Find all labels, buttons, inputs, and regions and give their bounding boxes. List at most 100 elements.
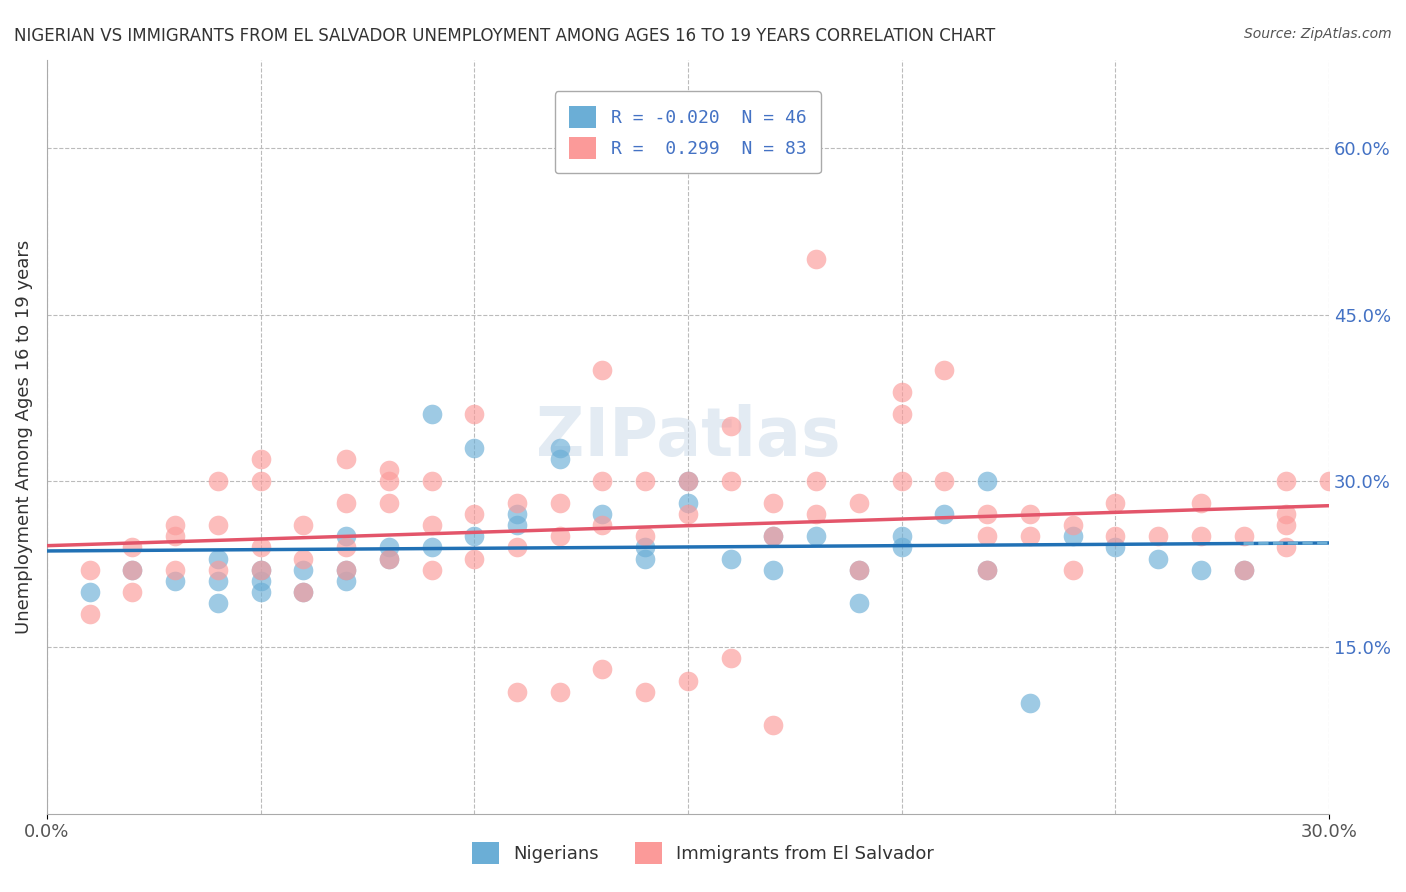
Point bbox=[207, 574, 229, 588]
Point bbox=[1317, 474, 1340, 488]
Point bbox=[165, 574, 187, 588]
Legend: R = -0.020  N = 46, R =  0.299  N = 83: R = -0.020 N = 46, R = 0.299 N = 83 bbox=[555, 91, 821, 173]
Point bbox=[1189, 496, 1212, 510]
Point bbox=[1062, 529, 1084, 543]
Legend: Nigerians, Immigrants from El Salvador: Nigerians, Immigrants from El Salvador bbox=[457, 828, 949, 879]
Point bbox=[165, 529, 187, 543]
Point bbox=[592, 363, 614, 377]
Point bbox=[1147, 551, 1170, 566]
Point bbox=[1018, 696, 1040, 710]
Point bbox=[1275, 474, 1298, 488]
Point bbox=[720, 418, 742, 433]
Point bbox=[634, 474, 657, 488]
Point bbox=[1147, 529, 1170, 543]
Point bbox=[249, 563, 271, 577]
Point bbox=[848, 563, 870, 577]
Point bbox=[207, 563, 229, 577]
Point bbox=[165, 563, 187, 577]
Point bbox=[976, 563, 998, 577]
Point bbox=[1275, 541, 1298, 555]
Point bbox=[720, 651, 742, 665]
Point bbox=[1062, 563, 1084, 577]
Point bbox=[890, 385, 912, 400]
Point bbox=[976, 529, 998, 543]
Point bbox=[420, 474, 443, 488]
Point bbox=[463, 507, 485, 521]
Text: ZIPatlas: ZIPatlas bbox=[536, 403, 841, 469]
Point bbox=[420, 408, 443, 422]
Point bbox=[548, 451, 571, 466]
Point bbox=[506, 507, 529, 521]
Point bbox=[548, 441, 571, 455]
Point bbox=[335, 496, 357, 510]
Point bbox=[249, 563, 271, 577]
Point bbox=[1104, 541, 1126, 555]
Point bbox=[1018, 529, 1040, 543]
Point bbox=[249, 584, 271, 599]
Point bbox=[890, 408, 912, 422]
Point bbox=[720, 474, 742, 488]
Point bbox=[249, 541, 271, 555]
Point bbox=[848, 496, 870, 510]
Y-axis label: Unemployment Among Ages 16 to 19 years: Unemployment Among Ages 16 to 19 years bbox=[15, 239, 32, 633]
Point bbox=[335, 563, 357, 577]
Point bbox=[890, 541, 912, 555]
Point bbox=[506, 684, 529, 698]
Point bbox=[592, 663, 614, 677]
Point bbox=[335, 541, 357, 555]
Point bbox=[890, 474, 912, 488]
Point bbox=[378, 463, 401, 477]
Point bbox=[676, 673, 699, 688]
Point bbox=[676, 474, 699, 488]
Point bbox=[1189, 529, 1212, 543]
Point bbox=[79, 607, 101, 621]
Text: NIGERIAN VS IMMIGRANTS FROM EL SALVADOR UNEMPLOYMENT AMONG AGES 16 TO 19 YEARS C: NIGERIAN VS IMMIGRANTS FROM EL SALVADOR … bbox=[14, 27, 995, 45]
Point bbox=[848, 596, 870, 610]
Point bbox=[804, 474, 827, 488]
Point bbox=[676, 507, 699, 521]
Point bbox=[720, 551, 742, 566]
Point bbox=[463, 408, 485, 422]
Point bbox=[634, 684, 657, 698]
Point bbox=[79, 584, 101, 599]
Point bbox=[634, 541, 657, 555]
Point bbox=[335, 574, 357, 588]
Point bbox=[634, 551, 657, 566]
Point bbox=[378, 551, 401, 566]
Point bbox=[804, 507, 827, 521]
Point bbox=[804, 252, 827, 267]
Point bbox=[506, 541, 529, 555]
Point bbox=[1232, 563, 1254, 577]
Point bbox=[890, 529, 912, 543]
Point bbox=[463, 551, 485, 566]
Point bbox=[548, 496, 571, 510]
Point bbox=[335, 451, 357, 466]
Point bbox=[292, 518, 315, 533]
Point bbox=[762, 563, 785, 577]
Point bbox=[592, 474, 614, 488]
Point bbox=[762, 496, 785, 510]
Point bbox=[335, 563, 357, 577]
Point bbox=[592, 518, 614, 533]
Point bbox=[548, 529, 571, 543]
Point bbox=[506, 518, 529, 533]
Point bbox=[378, 496, 401, 510]
Point bbox=[249, 574, 271, 588]
Point bbox=[378, 551, 401, 566]
Point bbox=[165, 518, 187, 533]
Point bbox=[676, 496, 699, 510]
Point bbox=[1062, 518, 1084, 533]
Point bbox=[1018, 507, 1040, 521]
Point bbox=[676, 474, 699, 488]
Point bbox=[934, 474, 956, 488]
Point bbox=[804, 529, 827, 543]
Point bbox=[1232, 563, 1254, 577]
Point bbox=[292, 584, 315, 599]
Point bbox=[249, 474, 271, 488]
Point bbox=[548, 684, 571, 698]
Point bbox=[463, 529, 485, 543]
Point bbox=[592, 507, 614, 521]
Point bbox=[976, 474, 998, 488]
Point bbox=[848, 563, 870, 577]
Point bbox=[207, 474, 229, 488]
